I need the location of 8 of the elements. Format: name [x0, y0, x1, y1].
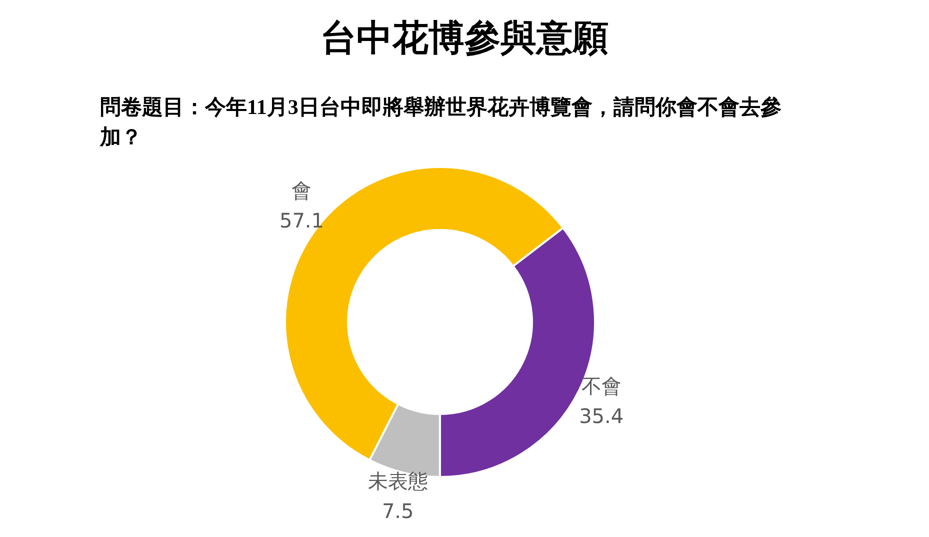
data-label: 57.1	[279, 208, 324, 233]
chart-title: 台中花博參與意願	[320, 17, 610, 61]
chart-subtitle: 問卷題目：今年11月3日台中即將舉辦世界花卉博覽會，請問你會不會去參加？	[100, 94, 782, 151]
data-label: 35.4	[579, 404, 624, 428]
slice-label: 未表態	[368, 469, 428, 493]
slice-label: 會	[292, 178, 312, 203]
slice-label: 不會	[581, 374, 622, 398]
data-label: 7.5	[382, 499, 414, 523]
